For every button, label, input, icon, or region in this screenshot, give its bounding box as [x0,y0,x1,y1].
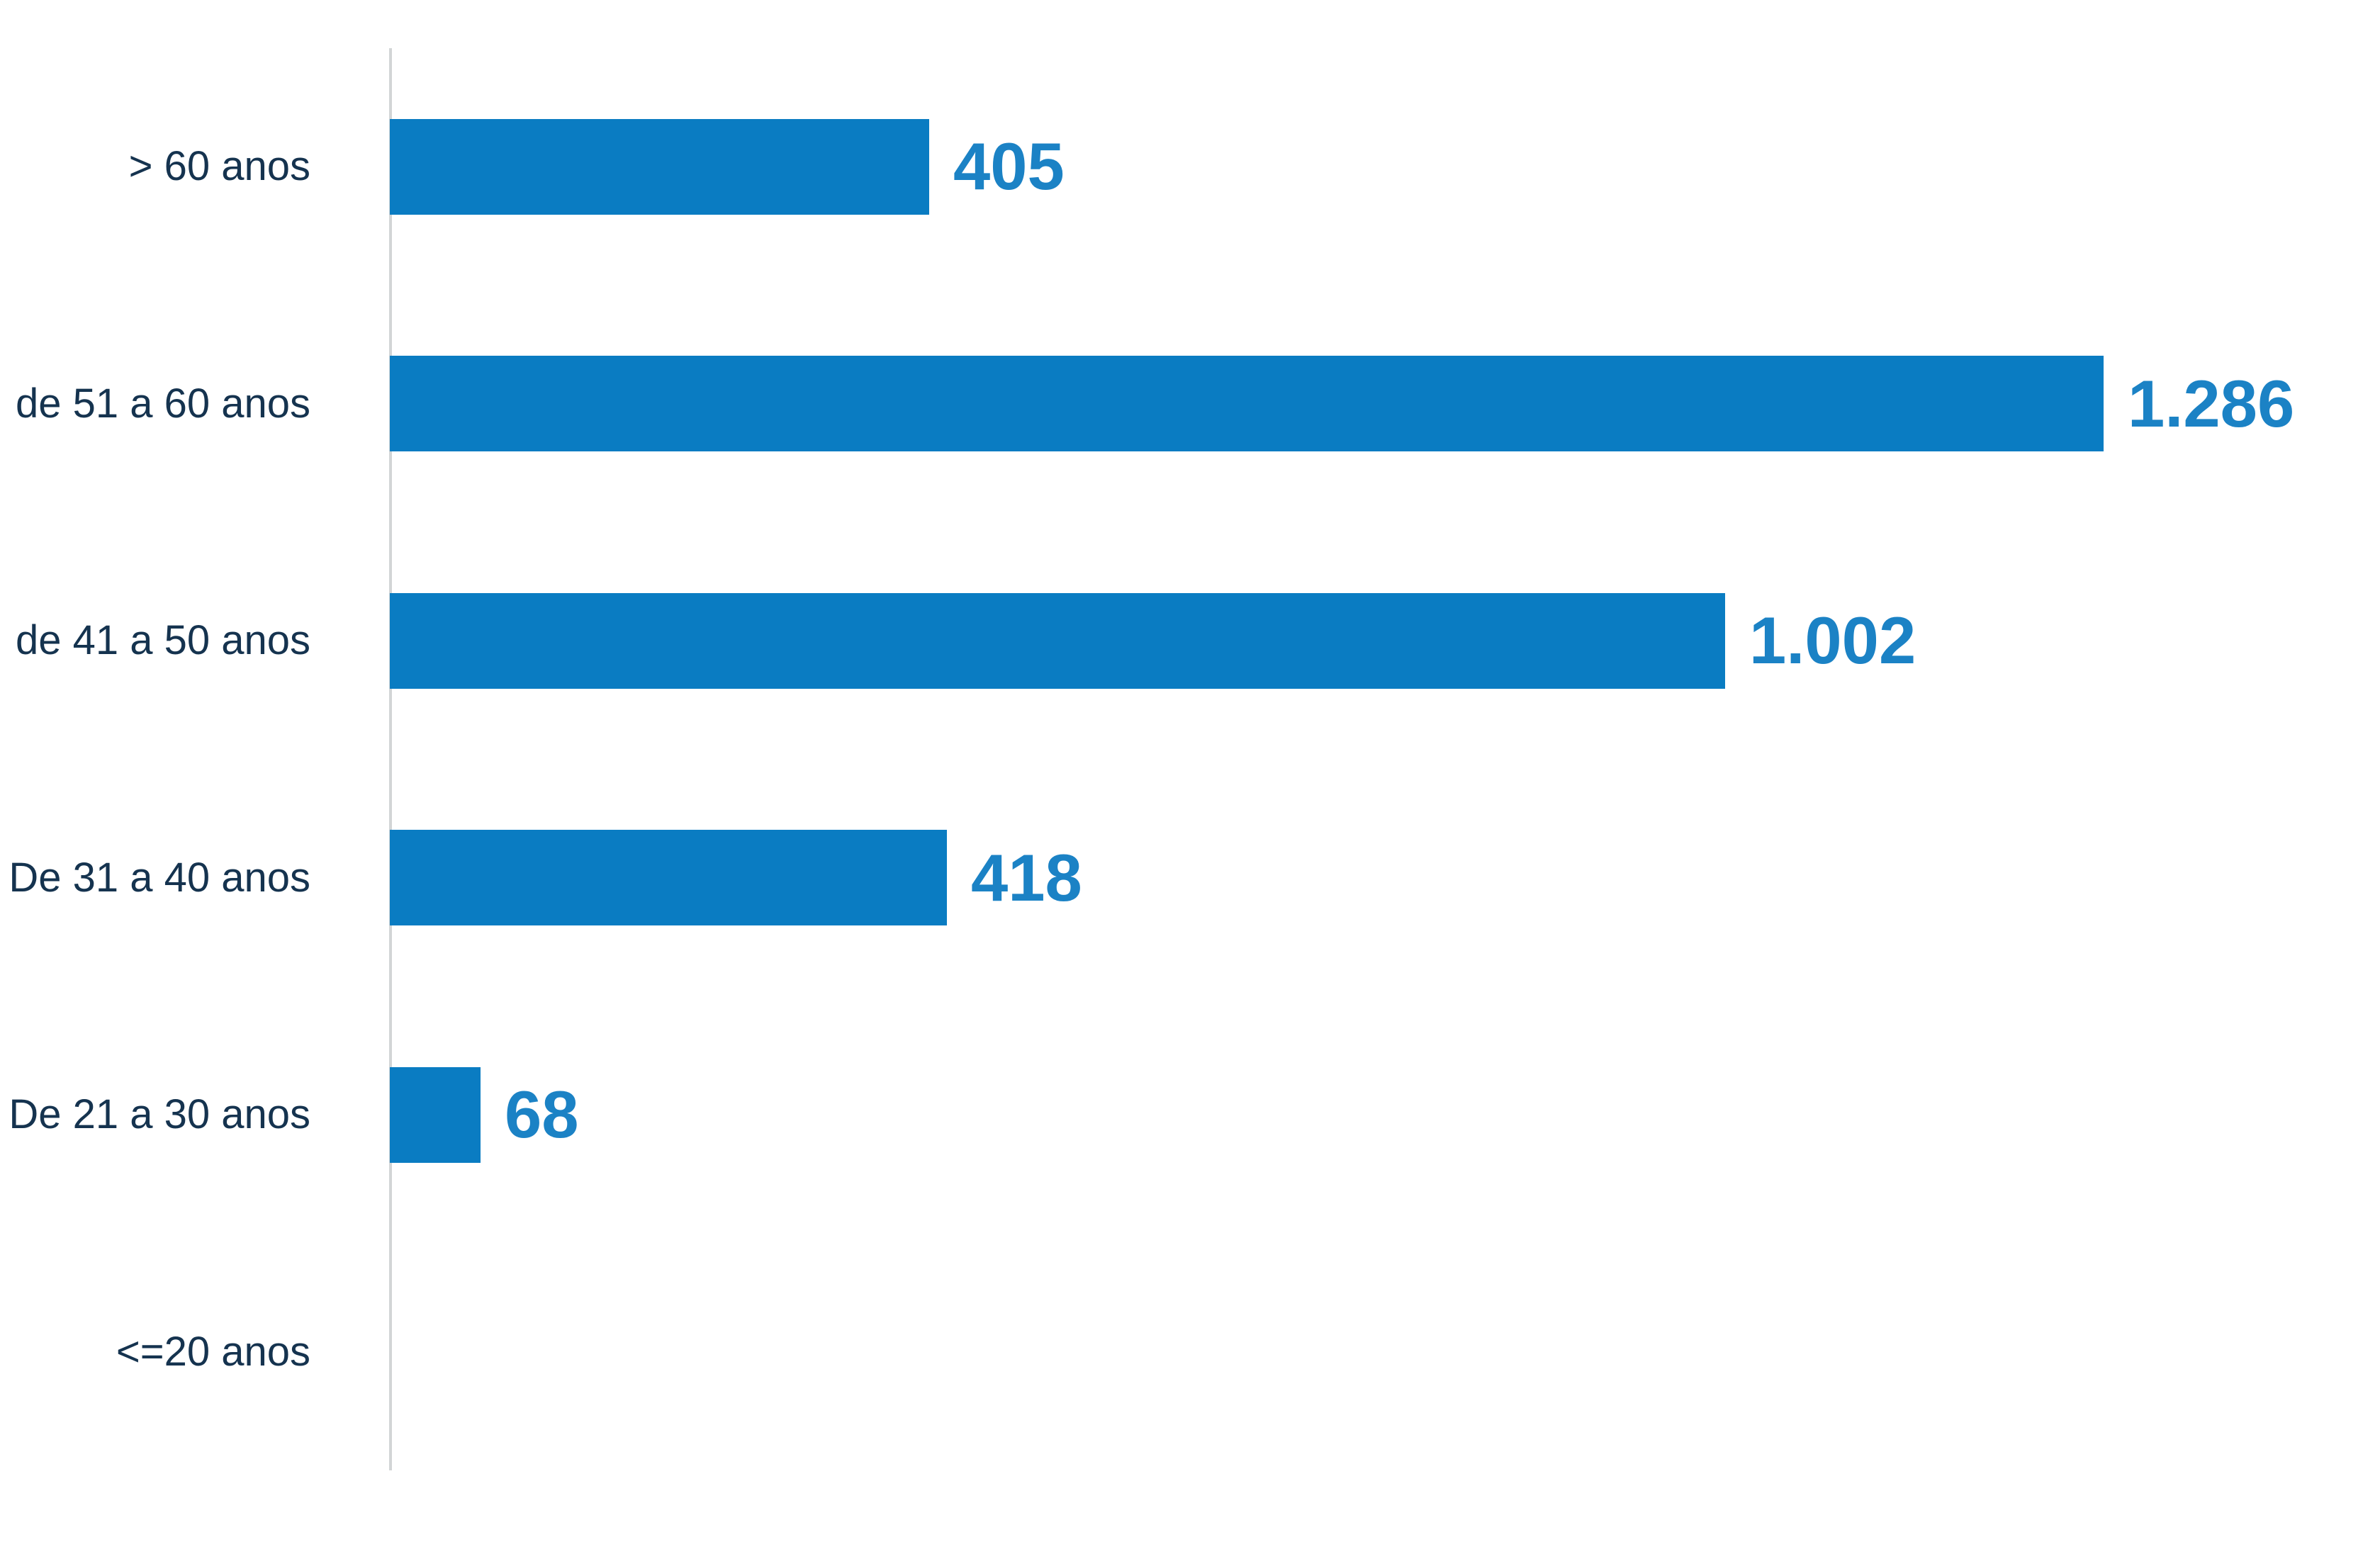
value-label: 68 [505,1077,579,1152]
chart-row: de 41 a 50 anos 1.002 [0,522,2380,760]
chart-row: De 21 a 30 anos 68 [0,996,2380,1234]
bar [390,118,929,215]
chart-row: de 51 a 60 anos 1.286 [0,286,2380,523]
bar [390,1066,481,1163]
category-label: de 51 a 60 anos [15,380,310,427]
category-label: <=20 anos [116,1328,310,1375]
bar-track: 418 [390,830,2380,926]
bar [390,356,2104,452]
chart-rows: > 60 anos 405 de 51 a 60 anos 1.286 de 41 a … [0,48,2380,1470]
value-label: 1.002 [1749,603,1916,678]
category-label: De 31 a 40 anos [9,854,310,901]
bar-track: 1.002 [390,592,2380,689]
chart-row: De 31 a 40 anos 418 [0,760,2380,997]
value-label: 405 [953,129,1065,204]
chart-row: <=20 anos [0,1234,2380,1471]
chart-row: > 60 anos 405 [0,48,2380,286]
bar [390,830,947,926]
bar-track: 1.286 [390,356,2380,452]
value-label: 418 [971,840,1082,915]
category-label: de 41 a 50 anos [15,617,310,664]
category-label: > 60 anos [128,143,310,190]
bar-track: 68 [390,1066,2380,1163]
bar-track [390,1304,2380,1400]
category-label: De 21 a 30 anos [9,1091,310,1138]
y-axis-line [389,48,392,1470]
value-label: 1.286 [2128,366,2295,441]
bar [390,592,1725,689]
bar-track: 405 [390,118,2380,215]
